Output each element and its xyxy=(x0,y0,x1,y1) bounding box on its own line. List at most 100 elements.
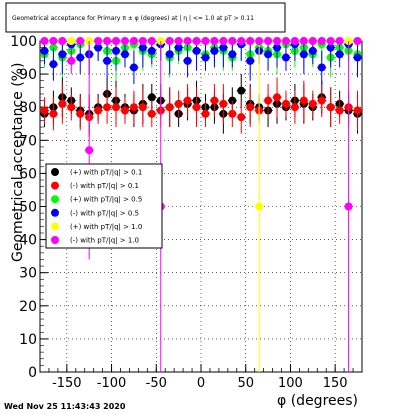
legend-marker xyxy=(51,208,59,217)
data-point xyxy=(344,202,353,211)
data-point xyxy=(103,103,112,112)
x-tick-label: 150 xyxy=(323,376,348,391)
data-point xyxy=(201,37,210,45)
data-point xyxy=(129,63,138,72)
data-point xyxy=(40,46,49,55)
data-point xyxy=(129,103,138,112)
data-point xyxy=(94,106,103,115)
data-point xyxy=(317,96,326,105)
data-point xyxy=(147,37,156,45)
grid xyxy=(40,40,362,373)
legend-label: (+) with pT/|q| > 0.1 xyxy=(70,169,142,177)
data-point xyxy=(353,53,362,62)
data-point xyxy=(228,109,237,118)
legend-marker xyxy=(51,222,59,231)
legend-label: (-) with pT/|q| > 0.1 xyxy=(70,182,139,190)
data-point xyxy=(317,37,326,45)
data-point xyxy=(67,56,76,65)
data-point xyxy=(120,50,129,59)
legend-marker xyxy=(51,195,59,204)
data-point xyxy=(165,103,174,112)
x-tick-label: 100 xyxy=(278,376,303,391)
data-point xyxy=(58,99,67,108)
data-point xyxy=(299,96,308,105)
data-point xyxy=(120,106,129,115)
data-point xyxy=(219,37,228,45)
y-tick-label: 20 xyxy=(19,299,37,315)
data-point xyxy=(210,96,219,105)
data-point xyxy=(112,37,121,45)
title-box xyxy=(5,2,286,33)
data-point xyxy=(129,37,138,45)
data-point xyxy=(103,37,112,45)
data-point xyxy=(192,103,201,112)
data-point xyxy=(49,109,58,118)
data-point xyxy=(308,37,317,45)
data-point xyxy=(174,99,183,108)
data-point xyxy=(210,37,219,45)
data-point xyxy=(49,60,58,69)
data-point xyxy=(192,37,201,45)
data-point xyxy=(94,37,103,45)
data-point xyxy=(326,103,335,112)
legend: (+) with pT/|q| > 0.1 (-) with pT/|q| > 0… xyxy=(45,163,163,249)
data-point xyxy=(201,53,210,62)
data-point xyxy=(58,37,67,45)
y-tick-label: 70 xyxy=(19,133,37,149)
data-point xyxy=(290,37,299,45)
x-tick-label: -100 xyxy=(97,376,127,391)
legend-marker xyxy=(51,168,59,176)
legend-label: (-) with pT/|q| > 1.0 xyxy=(70,237,139,245)
data-point xyxy=(335,37,344,45)
data-point xyxy=(353,37,362,45)
data-point xyxy=(120,37,129,45)
data-point xyxy=(299,37,308,45)
data-point xyxy=(219,43,228,52)
data-point xyxy=(317,63,326,72)
data-point xyxy=(76,37,85,45)
data-point xyxy=(273,43,282,52)
y-tick-label: 0 xyxy=(28,365,37,381)
legend-label: (-) with pT/|q| > 0.5 xyxy=(70,209,139,217)
data-point xyxy=(138,43,147,52)
data-point xyxy=(237,86,246,95)
x-tick-label: 50 xyxy=(237,376,254,391)
x-axis-ticks: -150 -100 -50 0 50 100 150 xyxy=(39,364,363,391)
data-point xyxy=(308,46,317,55)
y-tick-label: 80 xyxy=(19,100,37,116)
legend-entries: (+) with pT/|q| > 0.1 (-) with pT/|q| > 0… xyxy=(51,168,142,245)
data-point xyxy=(183,37,192,45)
data-point xyxy=(112,103,121,112)
data-point xyxy=(255,202,264,211)
data-point xyxy=(94,43,103,52)
data-point xyxy=(76,109,85,118)
y-tick-label: 40 xyxy=(19,233,37,249)
data-point xyxy=(85,146,94,155)
data-point xyxy=(174,37,183,45)
series-red xyxy=(39,77,363,137)
data-point xyxy=(58,50,67,59)
data-point xyxy=(264,96,273,105)
data-point xyxy=(326,43,335,52)
data-point xyxy=(228,37,237,45)
legend-label: (+) with pT/|q| > 0.5 xyxy=(70,196,142,204)
data-point xyxy=(147,46,156,55)
data-point xyxy=(112,46,121,55)
data-point xyxy=(67,103,76,112)
series-blue xyxy=(39,40,363,85)
data-point xyxy=(67,37,76,45)
x-tick-label: -50 xyxy=(146,376,167,391)
data-point xyxy=(264,50,273,59)
data-point xyxy=(76,53,85,62)
legend-box xyxy=(45,163,163,249)
data-point xyxy=(273,93,282,102)
y-axis-title: Geometrical acceptance (%) xyxy=(10,63,26,262)
chart-title: Geometrical acceptance for Primary π ± φ… xyxy=(12,15,254,22)
legend-marker xyxy=(51,236,59,244)
timestamp: Wed Nov 25 11:43:43 2020 xyxy=(4,402,126,411)
data-point xyxy=(246,56,255,65)
data-point xyxy=(192,46,201,55)
data-point xyxy=(228,50,237,59)
data-point xyxy=(40,106,49,115)
